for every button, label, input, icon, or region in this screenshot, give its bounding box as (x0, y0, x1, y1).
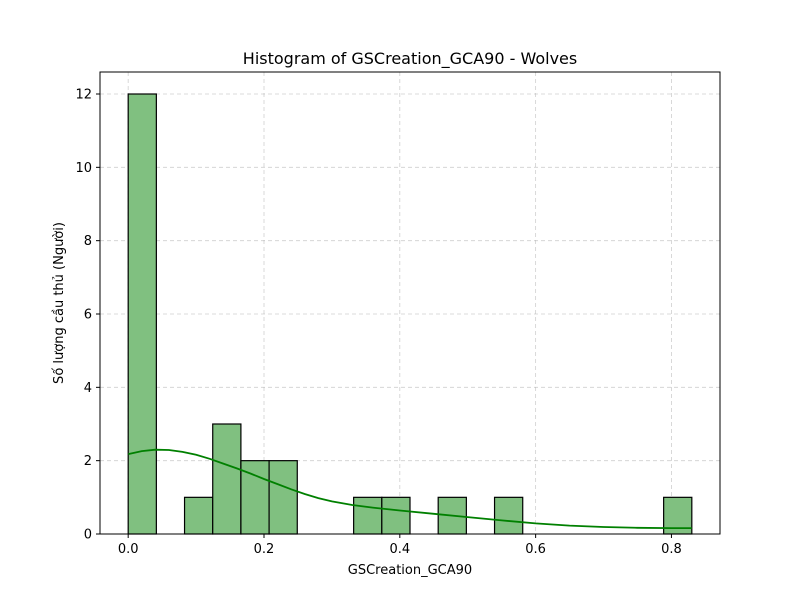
plot-frame (99, 71, 721, 535)
y-axis-label: Số lượng cầu thủ (Người) (52, 222, 67, 384)
y-tick-label-3: 6 (84, 308, 92, 323)
grid-lines (100, 72, 720, 535)
y-tick-label-1: 2 (84, 454, 92, 469)
y-tick-label-2: 4 (84, 381, 92, 396)
y-tick-label-6: 12 (75, 88, 92, 103)
chart-title: Histogram of GSCreation_GCA90 - Wolves (243, 49, 577, 69)
x-tick-label-0: 0.0 (118, 542, 139, 557)
kde-curve (128, 448, 692, 529)
y-tick-label-5: 10 (75, 161, 92, 176)
y-tick-label-0: 0 (84, 528, 92, 543)
x-axis-label: GSCreation_GCA90 (348, 563, 472, 578)
x-tick-label-2: 0.4 (389, 542, 410, 557)
histogram-bar-13 (493, 496, 524, 535)
x-axis-ticks: 0.0 0.2 0.4 0.6 0.8 (118, 534, 682, 557)
bars (127, 93, 693, 535)
x-tick-label-1: 0.2 (254, 542, 275, 557)
x-tick-label-3: 0.6 (525, 542, 546, 557)
histogram-bar-9 (381, 496, 411, 535)
histogram-bar-5 (268, 460, 298, 535)
histogram-bar-8 (353, 496, 383, 535)
histogram-bar-0 (127, 93, 157, 535)
y-tick-label-4: 8 (84, 234, 92, 249)
histogram-bar-2 (183, 496, 214, 535)
x-tick-label-4: 0.8 (661, 542, 682, 557)
y-axis-ticks: 0 2 4 6 8 10 12 (75, 88, 100, 543)
histogram-bar-3 (212, 423, 242, 535)
